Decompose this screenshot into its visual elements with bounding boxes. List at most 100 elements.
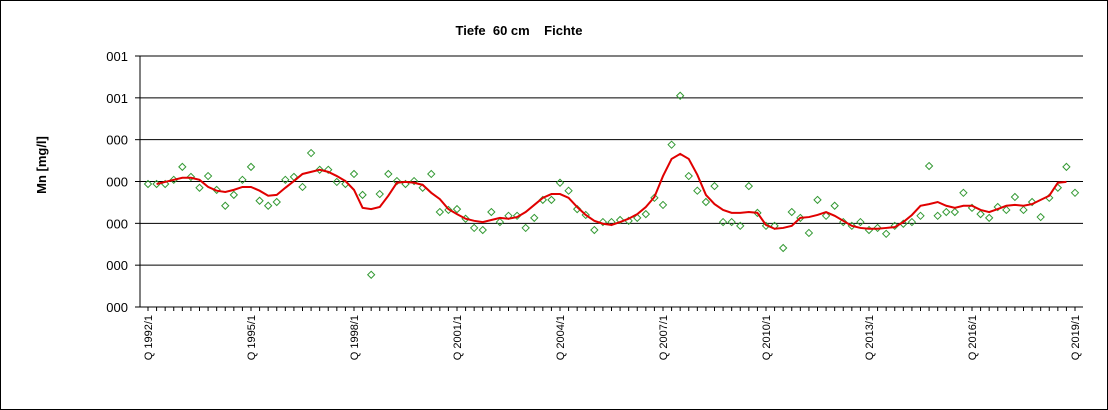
x-tick-label: Q 1992/1 bbox=[143, 315, 155, 360]
data-point bbox=[452, 204, 462, 214]
data-point bbox=[1070, 188, 1080, 198]
data-point bbox=[736, 221, 745, 231]
data-point bbox=[195, 183, 204, 192]
data-point bbox=[778, 243, 788, 253]
data-point bbox=[916, 211, 925, 221]
data-point bbox=[487, 207, 496, 217]
data-point bbox=[547, 195, 556, 205]
data-point bbox=[555, 178, 565, 187]
data-point bbox=[1036, 212, 1045, 222]
data-point bbox=[761, 221, 771, 231]
data-point bbox=[435, 207, 445, 217]
data-point bbox=[615, 215, 625, 225]
data-point bbox=[375, 189, 384, 199]
data-point bbox=[366, 270, 376, 279]
data-point bbox=[272, 197, 281, 207]
data-point bbox=[933, 211, 942, 221]
data-point bbox=[658, 200, 668, 210]
data-point bbox=[839, 217, 848, 227]
data-point bbox=[143, 179, 153, 189]
x-tick-label: Q 2016/1 bbox=[967, 315, 979, 360]
y-tick-label: 001 bbox=[106, 91, 128, 106]
data-point bbox=[444, 205, 453, 215]
data-point bbox=[650, 193, 659, 203]
data-point bbox=[813, 195, 822, 205]
data-point bbox=[984, 213, 994, 223]
data-point bbox=[1002, 205, 1011, 215]
data-point bbox=[427, 169, 436, 179]
y-tick-label: 000 bbox=[106, 175, 128, 190]
y-tick-label: 000 bbox=[106, 216, 128, 231]
data-point bbox=[710, 181, 719, 191]
y-axis-label: Mn [mg/l] bbox=[34, 136, 49, 194]
y-tick-label: 001 bbox=[106, 49, 128, 64]
data-point bbox=[1019, 205, 1028, 215]
x-tick-label: Q 2001/1 bbox=[452, 315, 464, 360]
data-point bbox=[469, 223, 479, 233]
data-point bbox=[1062, 162, 1071, 172]
data-point bbox=[633, 213, 642, 223]
data-point bbox=[744, 181, 754, 191]
data-point bbox=[1027, 197, 1037, 207]
data-point bbox=[881, 229, 891, 238]
data-point bbox=[727, 217, 736, 227]
data-point bbox=[598, 217, 608, 227]
data-point bbox=[641, 209, 651, 219]
data-point bbox=[495, 217, 505, 227]
data-point bbox=[221, 201, 230, 210]
data-point bbox=[530, 213, 539, 223]
data-point bbox=[564, 186, 573, 195]
x-tick-label: Q 2004/1 bbox=[555, 315, 567, 360]
data-point bbox=[238, 175, 247, 185]
data-point bbox=[478, 225, 487, 235]
data-point bbox=[358, 190, 367, 200]
data-point bbox=[993, 202, 1002, 212]
y-tick-label: 000 bbox=[106, 133, 128, 148]
chart-title: Tiefe 60 cm Fichte bbox=[456, 23, 583, 38]
data-point bbox=[856, 217, 865, 227]
data-point bbox=[255, 196, 264, 205]
data-point bbox=[976, 209, 985, 219]
data-point bbox=[263, 201, 273, 210]
trend-line bbox=[156, 152, 1067, 230]
data-point bbox=[178, 162, 187, 172]
y-tick-label: 000 bbox=[106, 300, 128, 315]
data-point bbox=[718, 217, 728, 227]
data-point bbox=[384, 169, 393, 179]
data-point bbox=[203, 171, 213, 181]
data-point bbox=[830, 201, 839, 210]
data-point bbox=[924, 161, 934, 171]
y-tick-label: 000 bbox=[106, 258, 128, 273]
data-point bbox=[186, 172, 196, 182]
data-point bbox=[950, 207, 960, 217]
data-point bbox=[787, 207, 796, 217]
data-point bbox=[821, 211, 831, 221]
data-point bbox=[332, 177, 342, 187]
data-point bbox=[246, 162, 256, 172]
data-point bbox=[392, 176, 402, 186]
data-point bbox=[349, 169, 359, 179]
data-point bbox=[229, 190, 239, 200]
data-point bbox=[907, 217, 917, 227]
data-point bbox=[590, 225, 599, 235]
data-point bbox=[675, 91, 685, 100]
data-point bbox=[306, 148, 316, 158]
x-tick-label: Q 2013/1 bbox=[864, 315, 876, 360]
data-point bbox=[1010, 192, 1020, 202]
x-tick-label: Q 2007/1 bbox=[658, 315, 670, 360]
data-point bbox=[693, 186, 702, 195]
data-point bbox=[521, 223, 530, 233]
data-point bbox=[281, 175, 290, 185]
data-point bbox=[409, 176, 419, 186]
data-point bbox=[684, 171, 693, 181]
data-point bbox=[942, 207, 951, 217]
x-tick-label: Q 1995/1 bbox=[246, 315, 258, 360]
x-tick-label: Q 2010/1 bbox=[761, 315, 773, 360]
x-tick-label: Q 1998/1 bbox=[349, 315, 361, 360]
data-point bbox=[667, 140, 676, 149]
data-point bbox=[324, 165, 333, 174]
data-point bbox=[315, 165, 324, 174]
data-point bbox=[873, 223, 882, 233]
